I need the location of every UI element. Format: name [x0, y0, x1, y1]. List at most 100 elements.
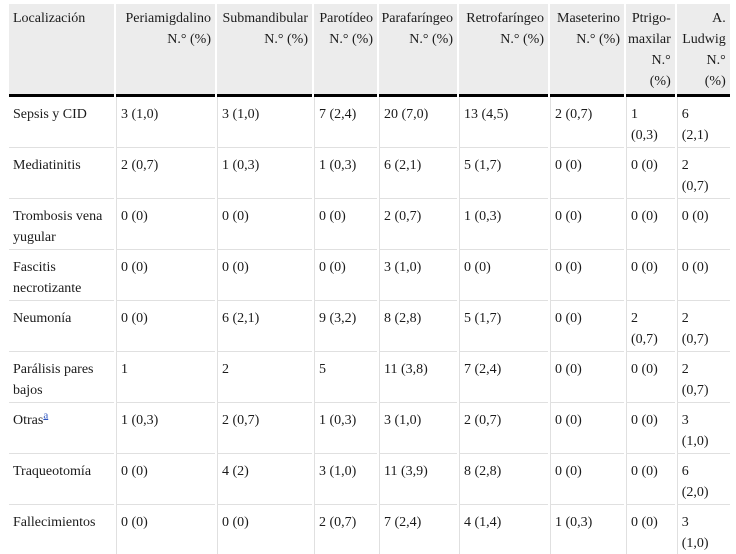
- value-cell: 0 (0): [676, 250, 730, 301]
- row-label-cell: Neumonía: [9, 301, 114, 352]
- value-cell: 4 (2): [217, 454, 312, 505]
- value-cell: 20 (7,0): [379, 97, 457, 148]
- footnote-link[interactable]: a: [43, 409, 49, 422]
- row-label: Fallecimientos: [13, 515, 96, 530]
- value-cell: 0 (0): [550, 199, 624, 250]
- value-cell: 1 (0,3): [314, 148, 377, 199]
- value-cell: 2 (0,7): [217, 403, 312, 454]
- value-cell: 0 (0): [626, 454, 675, 505]
- header-row: Localización Periamigdalino N.° (%) Submand…: [9, 4, 730, 97]
- value-cell: 6 (2,1): [217, 301, 312, 352]
- value-cell: 0 (0): [314, 250, 377, 301]
- value-cell: 6 (2,1): [379, 148, 457, 199]
- column-header-parafaringeo: Parafaríngeo N.° (%): [379, 4, 457, 97]
- value-cell: 0 (0): [626, 148, 675, 199]
- value-cell: 0 (0): [626, 199, 675, 250]
- value-cell: 0 (0): [116, 454, 215, 505]
- value-cell: 7 (2,4): [314, 97, 377, 148]
- column-header-line: Retrofaríngeo: [466, 11, 544, 26]
- value-cell: 0 (0): [550, 148, 624, 199]
- row-label: Sepsis y CID: [13, 107, 87, 122]
- value-cell: 1 (0,3): [626, 97, 675, 148]
- table-row: Trombosis vena yugular 0 (0) 0 (0) 0 (0) 2 (…: [9, 199, 730, 250]
- value-cell: 0 (0): [116, 250, 215, 301]
- row-label: Trombosis vena yugular: [13, 209, 103, 245]
- value-cell: 7 (2,4): [459, 352, 548, 403]
- row-label: Traqueotomía: [13, 464, 92, 479]
- value-cell: 2 (0,7): [626, 301, 675, 352]
- table-row: Sepsis y CID 3 (1,0) 3 (1,0) 7 (2,4) 20 (7,0…: [9, 97, 730, 148]
- value-cell: 2 (0,7): [676, 301, 730, 352]
- row-label: Fascitis necrotizante: [13, 260, 82, 296]
- column-header-line: Localización: [13, 11, 86, 26]
- row-label-cell: Mediatinitis: [9, 148, 114, 199]
- column-header-line: N.° (%): [409, 32, 453, 47]
- column-header-line: Parafaríngeo: [381, 11, 453, 26]
- table-row: Fallecimientos 0 (0) 0 (0) 2 (0,7) 7 (2,4) 4 …: [9, 505, 730, 554]
- column-header-line: A.: [712, 11, 726, 26]
- value-cell: 2 (0,7): [550, 97, 624, 148]
- value-cell: 0 (0): [626, 352, 675, 403]
- value-cell: 2 (0,7): [459, 403, 548, 454]
- value-cell: 11 (3,9): [379, 454, 457, 505]
- value-cell: 8 (2,8): [379, 301, 457, 352]
- value-cell: 0 (0): [550, 352, 624, 403]
- value-cell: 0 (0): [314, 199, 377, 250]
- column-header-line: N.°: [706, 53, 726, 68]
- complications-by-location-table: Localización Periamigdalino N.° (%) Submand…: [7, 4, 732, 554]
- value-cell: 2 (0,7): [379, 199, 457, 250]
- row-label-cell: Trombosis vena yugular: [9, 199, 114, 250]
- column-header-line: N.° (%): [329, 32, 373, 47]
- row-label-cell: Otrasa: [9, 403, 114, 454]
- value-cell: 1 (0,3): [217, 148, 312, 199]
- column-header-a-ludwig: A. Ludwig N.° (%): [676, 4, 730, 97]
- row-label: Mediatinitis: [13, 158, 81, 173]
- value-cell: 2 (0,7): [314, 505, 377, 554]
- value-cell: 0 (0): [459, 250, 548, 301]
- row-label-cell: Sepsis y CID: [9, 97, 114, 148]
- table-row: Neumonía 0 (0) 6 (2,1) 9 (3,2) 8 (2,8) 5 (1,7…: [9, 301, 730, 352]
- column-header-ptrigo-maxilar: Ptrigo-maxilar N.° (%): [626, 4, 675, 97]
- value-cell: 1 (0,3): [314, 403, 377, 454]
- row-label-cell: Parálisis pares bajos: [9, 352, 114, 403]
- value-cell: 0 (0): [626, 250, 675, 301]
- value-cell: 1 (0,3): [459, 199, 548, 250]
- value-cell: 0 (0): [116, 199, 215, 250]
- value-cell: 0 (0): [116, 505, 215, 554]
- value-cell: 7 (2,4): [379, 505, 457, 554]
- value-cell: 0 (0): [217, 505, 312, 554]
- column-header-maseterino: Maseterino N.° (%): [550, 4, 624, 97]
- value-cell: 6 (2,0): [676, 454, 730, 505]
- column-header-localizacion: Localización: [9, 4, 114, 97]
- value-cell: 6 (2,1): [676, 97, 730, 148]
- value-cell: 0 (0): [626, 403, 675, 454]
- value-cell: 1 (0,3): [116, 403, 215, 454]
- value-cell: 8 (2,8): [459, 454, 548, 505]
- column-header-line: N.° (%): [264, 32, 308, 47]
- row-label: Otras: [13, 413, 44, 428]
- column-header-retrofaringeo: Retrofaríngeo N.° (%): [459, 4, 548, 97]
- value-cell: 2 (0,7): [116, 148, 215, 199]
- value-cell: 0 (0): [550, 454, 624, 505]
- table-row: Otrasa 1 (0,3) 2 (0,7) 1 (0,3) 3 (1,0) 2 (0,7…: [9, 403, 730, 454]
- value-cell: 2: [217, 352, 312, 403]
- value-cell: 0 (0): [116, 301, 215, 352]
- row-label-cell: Fascitis necrotizante: [9, 250, 114, 301]
- value-cell: 3 (1,0): [379, 403, 457, 454]
- value-cell: 1 (0,3): [550, 505, 624, 554]
- value-cell: 3 (1,0): [676, 403, 730, 454]
- value-cell: 2 (0,7): [676, 148, 730, 199]
- value-cell: 0 (0): [676, 199, 730, 250]
- value-cell: 11 (3,8): [379, 352, 457, 403]
- column-header-line: (%): [704, 74, 726, 89]
- column-header-line: Submandibular: [222, 11, 308, 26]
- table-row: Fascitis necrotizante 0 (0) 0 (0) 0 (0) 3 (1…: [9, 250, 730, 301]
- column-header-line: Ptrigo-: [631, 11, 671, 26]
- column-header-line: N.° (%): [500, 32, 544, 47]
- value-cell: 9 (3,2): [314, 301, 377, 352]
- column-header-periamigdalino: Periamigdalino N.° (%): [116, 4, 215, 97]
- value-cell: 2 (0,7): [676, 352, 730, 403]
- value-cell: 1: [116, 352, 215, 403]
- value-cell: 5 (1,7): [459, 301, 548, 352]
